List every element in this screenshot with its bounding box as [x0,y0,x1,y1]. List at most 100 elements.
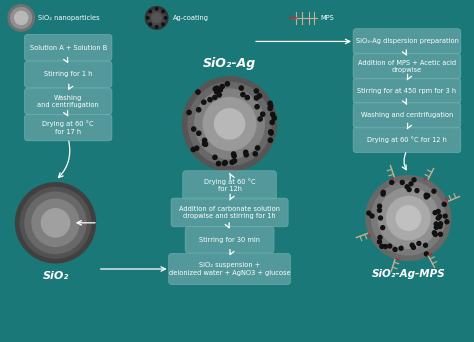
Circle shape [396,206,420,231]
FancyBboxPatch shape [25,88,112,115]
Circle shape [424,195,428,199]
Circle shape [269,104,273,108]
Circle shape [239,86,243,90]
FancyBboxPatch shape [353,29,461,54]
Circle shape [399,246,403,250]
Circle shape [244,153,248,157]
Circle shape [367,211,371,215]
Circle shape [407,188,411,192]
Circle shape [241,92,245,97]
Circle shape [255,146,260,150]
Circle shape [433,211,437,215]
Circle shape [411,246,416,249]
Circle shape [438,214,442,218]
Circle shape [148,9,165,26]
Text: Ag-coating: Ag-coating [173,15,209,21]
Circle shape [255,105,259,109]
Text: SiO₂ nanoparticles: SiO₂ nanoparticles [38,15,100,21]
Text: Stirring for at 450 rpm for 3 h: Stirring for at 450 rpm for 3 h [357,88,456,94]
Circle shape [202,142,207,146]
Circle shape [231,152,236,156]
Circle shape [378,188,438,248]
FancyBboxPatch shape [353,54,461,79]
Circle shape [230,160,234,165]
Circle shape [232,159,237,163]
Circle shape [25,192,86,253]
Circle shape [269,131,273,135]
Circle shape [405,185,409,189]
Circle shape [215,90,219,94]
Circle shape [213,87,218,91]
Circle shape [378,236,382,239]
Circle shape [432,189,436,193]
Circle shape [415,188,419,193]
Text: Addition of MPS + Acetic acid
dropwise: Addition of MPS + Acetic acid dropwise [358,60,456,73]
Circle shape [436,209,440,213]
Circle shape [182,77,277,171]
Circle shape [445,220,449,224]
Circle shape [400,181,404,184]
Circle shape [434,225,438,229]
Circle shape [377,208,382,212]
Text: Solution A + Solution B: Solution A + Solution B [29,44,107,51]
Circle shape [162,10,164,13]
Text: SiO₂-Ag: SiO₂-Ag [203,57,256,70]
Circle shape [381,226,385,229]
Circle shape [433,233,437,236]
Text: Stirring for 30 min: Stirring for 30 min [199,237,260,243]
Circle shape [271,112,275,117]
Circle shape [258,117,262,121]
Circle shape [11,8,31,28]
Circle shape [164,17,167,19]
Circle shape [155,26,158,28]
Circle shape [203,142,208,146]
Circle shape [218,88,222,92]
Circle shape [41,209,70,237]
Circle shape [213,155,217,159]
Circle shape [442,202,446,206]
Circle shape [432,231,436,235]
FancyBboxPatch shape [169,253,291,285]
Circle shape [197,131,201,135]
Circle shape [424,193,428,197]
Circle shape [208,97,212,102]
Circle shape [155,8,158,10]
Circle shape [195,146,199,150]
Circle shape [215,86,219,90]
Circle shape [244,150,248,155]
FancyBboxPatch shape [25,61,112,88]
Circle shape [438,224,442,228]
Circle shape [254,89,258,93]
Circle shape [393,248,397,251]
Circle shape [383,245,387,249]
Circle shape [390,181,394,184]
Circle shape [380,244,384,248]
Circle shape [202,100,206,104]
Circle shape [191,147,195,152]
Circle shape [152,13,161,23]
Circle shape [424,252,428,256]
FancyBboxPatch shape [171,198,288,227]
Text: SiO₂-Ag-MPS: SiO₂-Ag-MPS [372,269,445,279]
Circle shape [438,232,442,236]
Circle shape [149,23,152,25]
Circle shape [197,108,201,112]
Text: Washing
and centrifugation: Washing and centrifugation [37,94,99,108]
FancyBboxPatch shape [353,127,461,153]
Circle shape [217,93,221,97]
FancyBboxPatch shape [25,115,112,141]
Circle shape [381,190,385,194]
Circle shape [187,110,191,115]
Circle shape [261,112,265,116]
Circle shape [377,240,382,244]
Text: Drying at 60 °C
for 12h: Drying at 60 °C for 12h [204,178,255,192]
Circle shape [245,95,249,100]
Circle shape [146,17,149,19]
FancyBboxPatch shape [353,103,461,128]
Circle shape [191,127,196,131]
FancyBboxPatch shape [185,227,274,253]
Circle shape [434,222,438,226]
Circle shape [409,182,413,186]
Text: Addition of carbonate solution
dropwise and stirring for 1h: Addition of carbonate solution dropwise … [179,206,280,219]
Circle shape [217,161,221,166]
